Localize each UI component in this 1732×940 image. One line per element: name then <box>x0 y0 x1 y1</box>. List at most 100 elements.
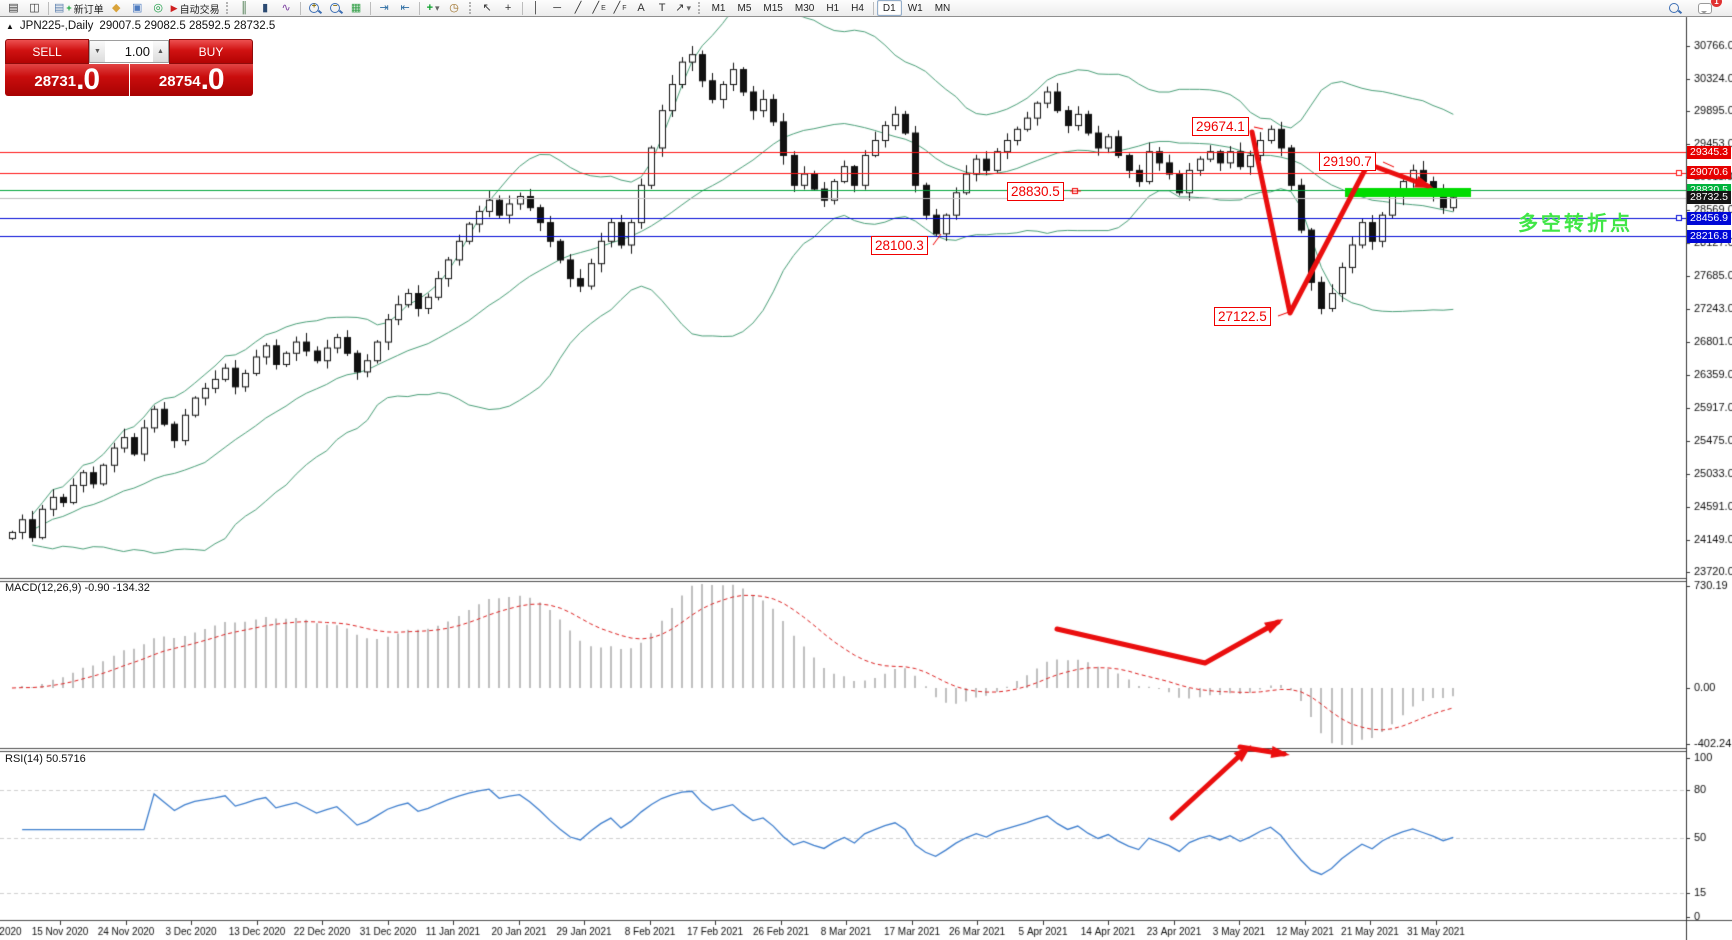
line-chart-button[interactable]: ∿ <box>276 1 297 16</box>
chart-shift-icon: ⇤ <box>400 1 410 14</box>
fibonacci-tool-button[interactable]: ╱ F <box>610 1 631 16</box>
rsi-label: RSI(14) 50.5716 <box>5 753 86 765</box>
vertical-line-icon: │ <box>532 1 540 14</box>
text-tool-icon: A <box>637 1 645 14</box>
channel-letter: E <box>601 4 606 12</box>
price-badge: 28456.9 <box>1687 211 1731 225</box>
eraser-icon: ◆ <box>111 1 121 14</box>
price-callout[interactable]: 27122.5 <box>1214 307 1271 326</box>
charts-list-icon: ▤ <box>8 1 19 14</box>
tf-d1-button[interactable]: D1 <box>876 0 902 16</box>
candle-chart-button[interactable]: ▮ <box>255 1 276 16</box>
chart-window-button[interactable]: ▣ <box>127 1 148 16</box>
tile-windows-icon: ▦ <box>350 1 362 14</box>
price-badge-current: 28732.5 <box>1687 191 1731 205</box>
autotrade-button[interactable]: ▶ 自动交易 <box>169 1 222 16</box>
bar-chart-button[interactable]: ║ <box>234 1 255 16</box>
fibonacci-icon: ╱ <box>613 1 621 14</box>
volume-input[interactable] <box>105 41 153 62</box>
search-button[interactable] <box>1663 1 1684 16</box>
collapse-triangle-icon[interactable]: ▲ <box>6 21 14 31</box>
sell-price-button[interactable]: 28731 .0 <box>5 64 129 96</box>
buy-button[interactable]: BUY <box>169 39 253 64</box>
bar-chart-icon: ║ <box>240 1 248 14</box>
new-order-button[interactable]: ▤ + 新订单 <box>52 1 106 16</box>
symbol-title: ▲ JPN225-,Daily 29007.5 29082.5 28592.5 … <box>6 20 275 32</box>
price-callout[interactable]: 29674.1 <box>1192 117 1249 136</box>
toolbar-grip[interactable] <box>468 2 473 14</box>
tf-h1-button[interactable]: H1 <box>826 2 840 14</box>
vline-tool-button[interactable]: │ <box>526 1 547 16</box>
line-chart-icon: ∿ <box>281 1 291 14</box>
clock-icon: ◷ <box>449 1 459 14</box>
zoom-out-button[interactable]: − <box>325 1 346 16</box>
arrows-tool-button[interactable]: ↗ ▾ <box>673 1 694 16</box>
preview-icon: ◫ <box>29 1 40 14</box>
sell-button[interactable]: SELL <box>5 39 89 64</box>
volume-decrease-button[interactable]: ▼ <box>90 41 105 62</box>
toolbar-separator <box>418 1 420 15</box>
price-callout[interactable]: 28100.3 <box>871 236 928 255</box>
add-indicator-button[interactable]: + ▾ <box>423 1 444 16</box>
tf-m30-button[interactable]: M30 <box>794 2 815 14</box>
toolbar-right-group: 1 <box>1663 0 1729 16</box>
periods-button[interactable]: ◷ <box>444 1 465 16</box>
market-watch-button[interactable]: ◎ <box>148 1 169 16</box>
tf-m15-button[interactable]: M15 <box>763 2 783 14</box>
charts-list-button[interactable]: ▤ <box>3 1 24 16</box>
toolbar-separator <box>48 1 49 15</box>
toolbar-separator <box>521 1 523 15</box>
price-badge: 28216.8 <box>1687 229 1731 243</box>
ohlc-values: 29007.5 29082.5 28592.5 28732.5 <box>99 20 276 32</box>
label-tool-icon: T <box>658 1 666 14</box>
hline-tool-button[interactable]: ─ <box>547 1 568 16</box>
new-order-label: 新订单 <box>73 4 104 16</box>
volume-increase-button[interactable]: ▲ <box>153 41 168 62</box>
notifications-button[interactable]: 1 <box>1694 0 1722 16</box>
tf-m5-button[interactable]: M5 <box>737 2 752 14</box>
tile-windows-button[interactable]: ▦ <box>346 1 367 16</box>
tf-h4-button[interactable]: H4 <box>851 2 864 14</box>
toolbar-separator <box>872 1 874 15</box>
label-tool-button[interactable]: T <box>652 1 673 16</box>
zoom-in-button[interactable]: + <box>304 1 325 16</box>
channel-tool-button[interactable]: ╱ E <box>589 1 610 16</box>
toolbar: ▤ ◫ ▤ + 新订单 ◆ ▣ ◎ ▶ 自动交易 ║ ▮ ∿ + − ▦ ⇥ ⇤… <box>0 0 1732 17</box>
sell-price-frac: .0 <box>76 63 100 96</box>
chart-shift-button[interactable]: ⇤ <box>395 1 416 16</box>
crosshair-icon: + <box>504 1 512 14</box>
horizontal-line-icon: ─ <box>553 1 561 14</box>
buy-price-button[interactable]: 28754 .0 <box>129 63 253 96</box>
trendline-icon: ╱ <box>574 1 582 14</box>
one-click-trading-panel: SELL BUY ▼ ▲ 28731 .0 28754 .0 <box>5 39 253 96</box>
price-badge: 29345.3 <box>1687 145 1731 159</box>
dropdown-icon: ▾ <box>435 2 440 13</box>
toolbar-grip[interactable] <box>697 2 702 14</box>
cursor-icon: ↖ <box>482 1 492 14</box>
tf-w1-button[interactable]: W1 <box>907 2 923 14</box>
auto-scroll-button[interactable]: ⇥ <box>374 1 395 16</box>
eraser-button[interactable]: ◆ <box>106 1 127 16</box>
dropdown-icon: ▾ <box>686 2 691 13</box>
buy-price-main: 28754 <box>158 73 201 90</box>
notification-badge: 1 <box>1711 0 1722 7</box>
trendline-tool-button[interactable]: ╱ <box>568 1 589 16</box>
preview-button[interactable]: ◫ <box>24 1 45 16</box>
tf-m1-button[interactable]: M1 <box>711 2 726 14</box>
price-callout[interactable]: 29190.7 <box>1319 152 1376 171</box>
tf-mn-button[interactable]: MN <box>934 2 951 14</box>
toolbar-grip[interactable] <box>225 2 230 14</box>
price-callout[interactable]: 28830.5 <box>1007 182 1064 201</box>
turning-point-label[interactable]: 多空转折点 <box>1518 213 1633 235</box>
buy-price-frac: .0 <box>200 63 225 96</box>
zoom-out-icon: − <box>330 1 341 13</box>
plus-icon: + <box>66 2 72 13</box>
chat-icon <box>1697 2 1712 14</box>
text-tool-button[interactable]: A <box>631 1 652 16</box>
crosshair-tool-button[interactable]: + <box>498 1 519 16</box>
cursor-tool-button[interactable]: ↖ <box>477 1 498 16</box>
volume-stepper: ▼ ▲ <box>89 40 169 63</box>
chart-window-icon: ▣ <box>131 1 143 14</box>
auto-scroll-icon: ⇥ <box>379 1 389 14</box>
